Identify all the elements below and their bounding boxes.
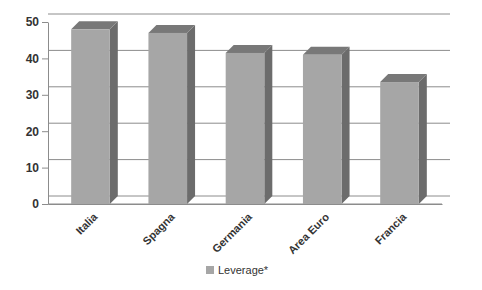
- legend-label: Leverage*: [218, 264, 269, 276]
- y-axis-line: [48, 23, 49, 205]
- bar: [71, 29, 110, 204]
- y-tick-mark: [42, 168, 48, 169]
- y-tick-mark: [42, 131, 48, 132]
- bar-side: [110, 21, 118, 204]
- bar-top: [380, 74, 427, 82]
- x-tick: Area Euro: [286, 204, 332, 256]
- y-tick: 30: [26, 88, 48, 102]
- x-tick-label: Francia: [372, 210, 409, 247]
- x-tick: Germania: [210, 204, 255, 255]
- y-tick: 10: [26, 161, 48, 175]
- y-tick-label: 50: [26, 15, 40, 29]
- legend-swatch: [206, 266, 214, 274]
- x-tick: Italia: [73, 204, 100, 237]
- bars: [71, 21, 427, 204]
- y-tick: 40: [26, 52, 48, 66]
- bar-top: [226, 45, 273, 53]
- y-axis: 0 10 20 30 40 50: [26, 15, 49, 211]
- y-tick-mark: [42, 58, 48, 59]
- y-tick: 20: [26, 125, 48, 139]
- bar-top: [303, 47, 350, 55]
- plot: 0 10 20 30 40 50 Italia Spagna Germania Area Euro…: [26, 14, 450, 256]
- grid-line: [48, 14, 450, 15]
- bar-top: [148, 25, 195, 33]
- x-tick: Spagna: [140, 204, 177, 247]
- y-tick-label: 0: [32, 197, 39, 211]
- y-tick-mark: [42, 95, 48, 96]
- x-axis: Italia Spagna Germania Area Euro Francia: [49, 204, 443, 256]
- y-tick-mark: [42, 22, 48, 23]
- bar-top: [71, 21, 118, 29]
- bar: [303, 55, 342, 204]
- y-tick-label: 10: [26, 161, 40, 175]
- bar-side: [419, 74, 427, 204]
- y-tick: 0: [32, 197, 48, 211]
- bar: [380, 82, 419, 204]
- y-tick-label: 30: [26, 88, 40, 102]
- bar-side: [342, 47, 350, 204]
- legend: Leverage*: [206, 264, 269, 276]
- y-tick-label: 40: [26, 52, 40, 66]
- y-tick-mark: [42, 204, 48, 205]
- x-tick: Francia: [372, 204, 409, 247]
- bar-side: [264, 45, 272, 204]
- x-tick-label: Spagna: [140, 210, 177, 247]
- bar: [226, 53, 265, 204]
- bar-side: [187, 25, 195, 204]
- y-tick-label: 20: [26, 125, 40, 139]
- bar: [148, 33, 187, 204]
- x-tick-label: Italia: [73, 210, 100, 237]
- chart: 0 10 20 30 40 50 Italia Spagna Germania Area Euro…: [0, 0, 482, 290]
- y-tick: 50: [26, 15, 48, 29]
- x-tick-label: Germania: [210, 210, 255, 255]
- x-axis-line: [49, 204, 443, 205]
- x-tick-label: Area Euro: [286, 210, 332, 256]
